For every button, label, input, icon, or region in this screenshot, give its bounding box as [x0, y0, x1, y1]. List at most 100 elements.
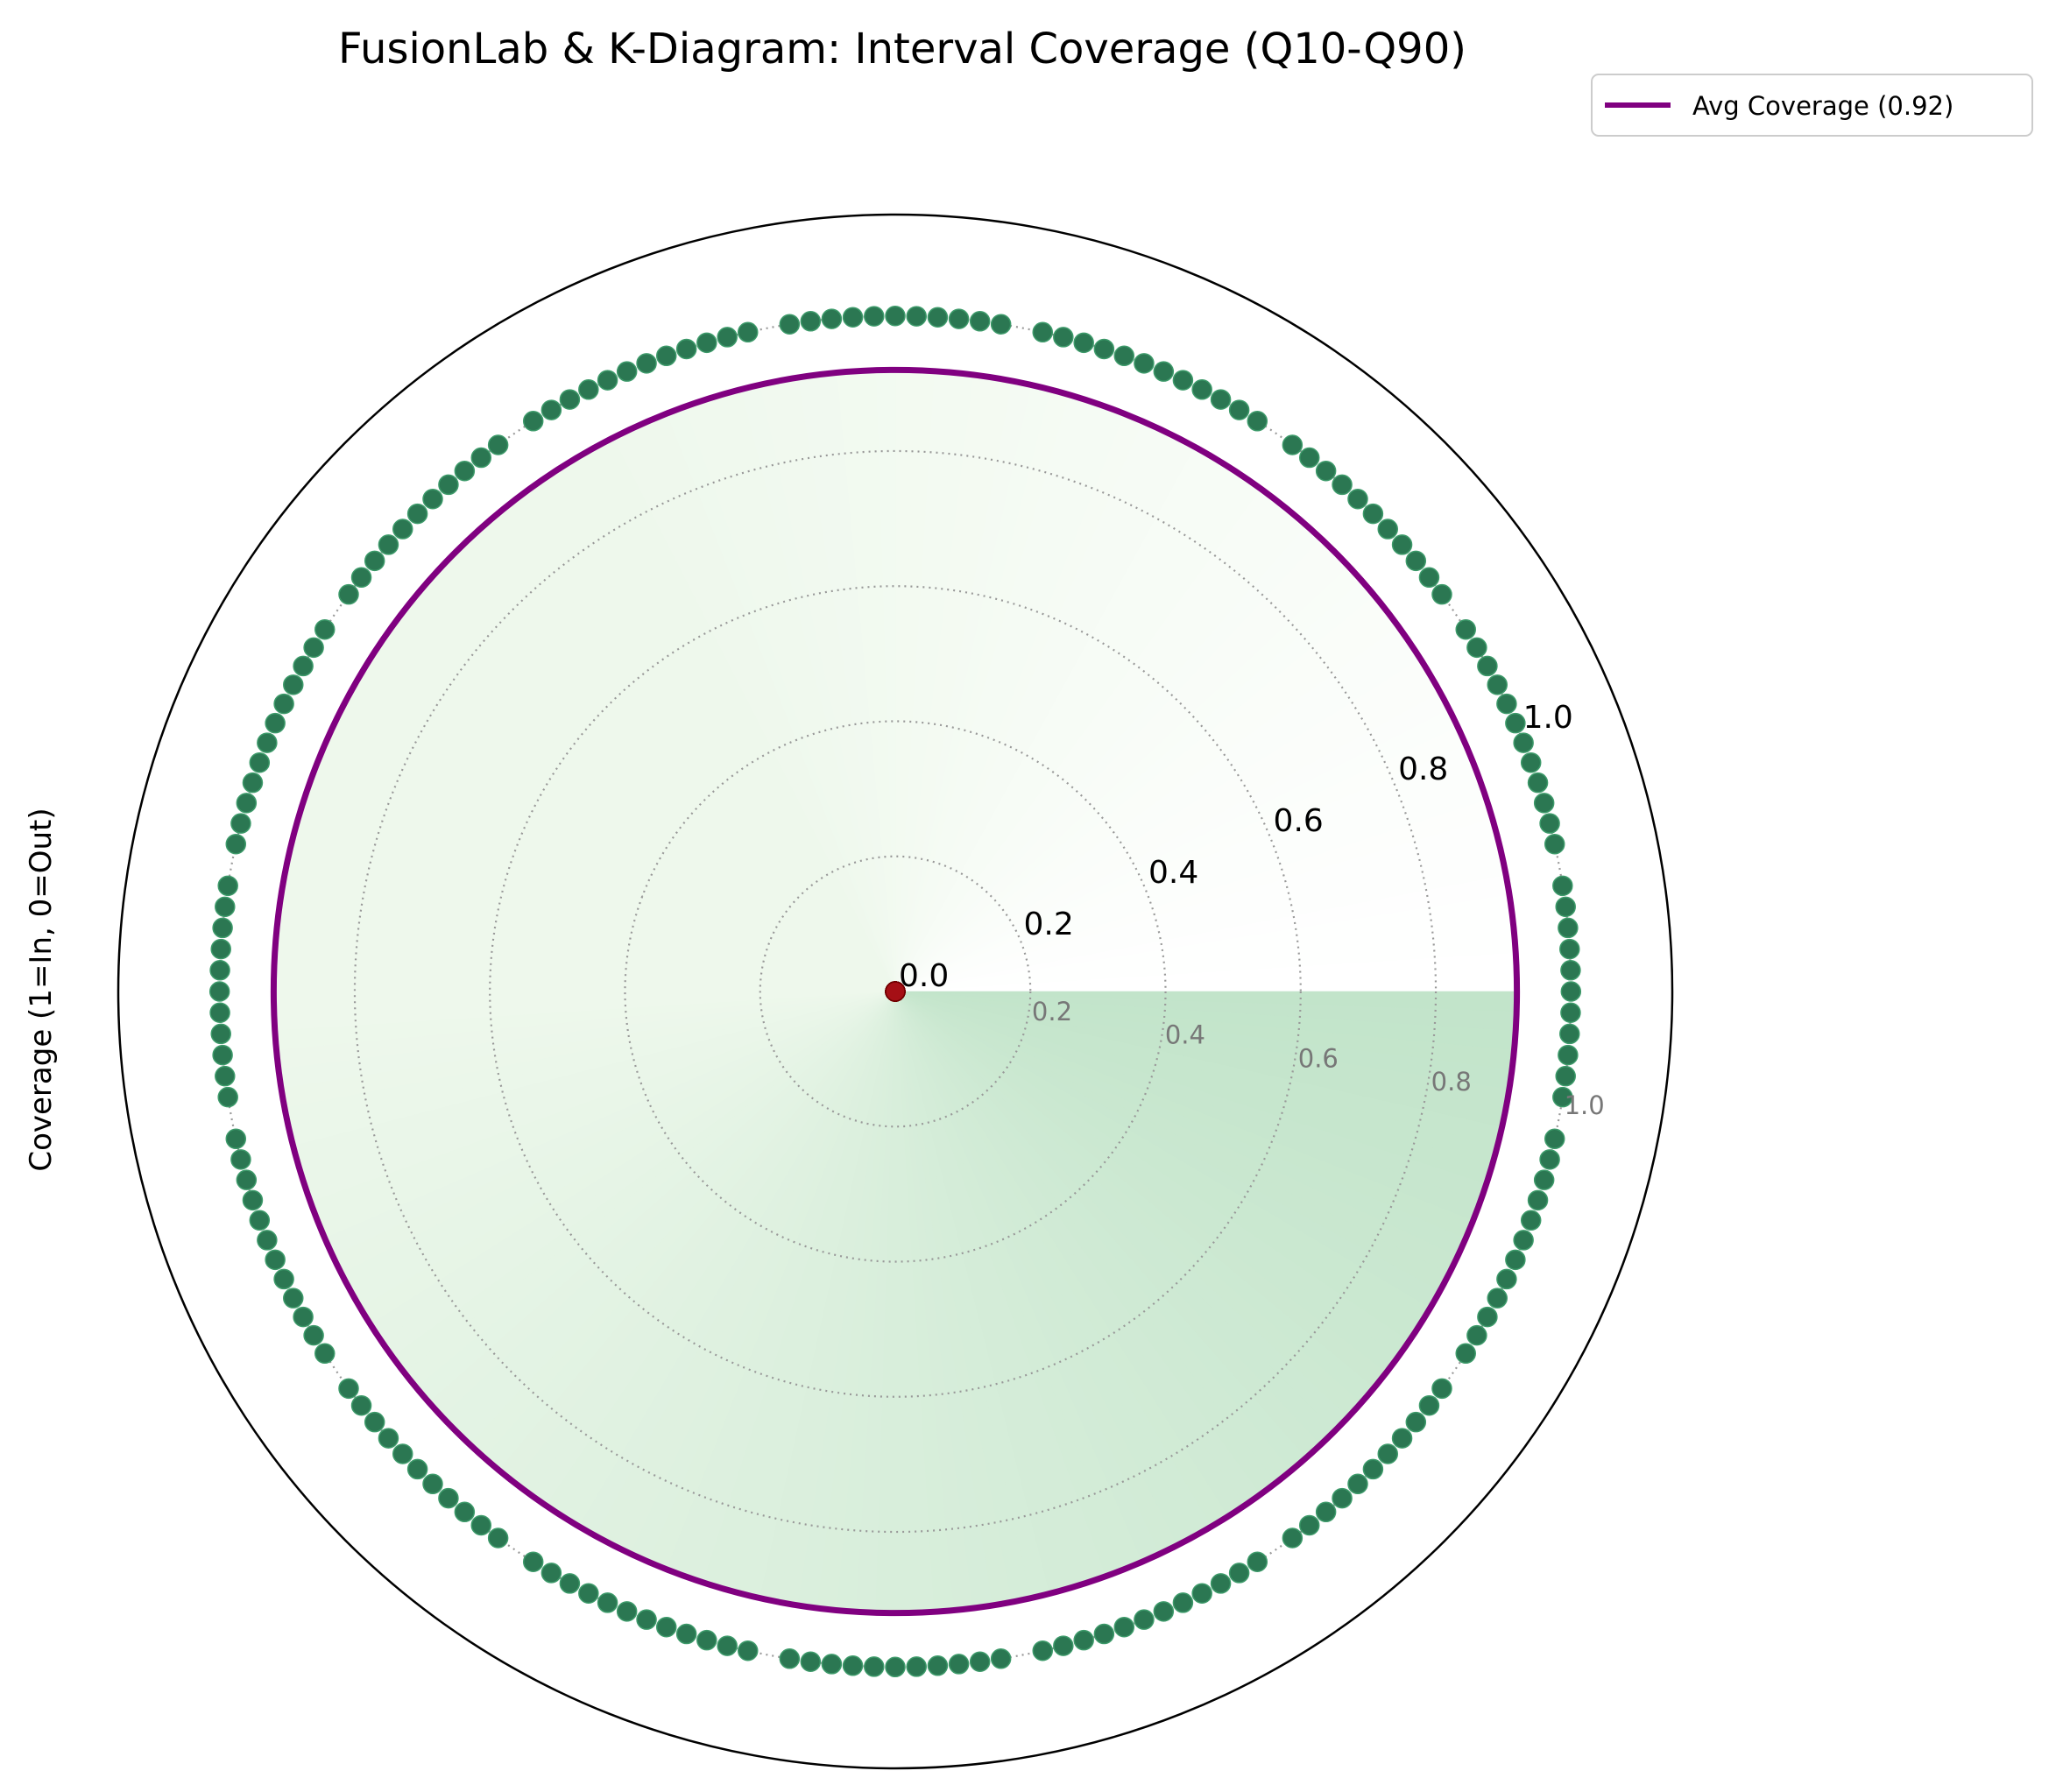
covered-point: [1315, 1501, 1337, 1523]
covered-point: [1282, 434, 1303, 455]
covered-point: [1555, 1065, 1576, 1087]
covered-point: [1315, 460, 1337, 482]
covered-point: [1362, 1458, 1384, 1480]
covered-point: [717, 327, 738, 348]
covered-point: [1533, 1169, 1555, 1190]
covered-point: [265, 1249, 286, 1271]
covered-point: [293, 655, 314, 677]
covered-point: [1053, 1635, 1074, 1656]
covered-point: [906, 306, 927, 327]
covered-point: [1487, 1288, 1508, 1309]
y-axis-label: Coverage (1=In, 0=Out): [24, 808, 59, 1171]
covered-point: [1513, 1230, 1534, 1251]
covered-point: [392, 1443, 413, 1464]
covered-point: [210, 938, 231, 960]
covered-point: [215, 1065, 236, 1087]
covered-point: [969, 311, 991, 332]
covered-point: [208, 981, 230, 1002]
covered-point: [948, 308, 970, 329]
covered-point: [1191, 379, 1212, 400]
covered-point: [265, 712, 286, 734]
covered-point: [1391, 534, 1413, 555]
covered-point: [1533, 793, 1555, 814]
covered-point: [210, 1023, 231, 1045]
covered-point: [1405, 1411, 1427, 1433]
covered-point: [800, 311, 822, 332]
covered-point: [1113, 345, 1135, 367]
covered-point: [597, 370, 618, 391]
covered-point: [303, 637, 324, 659]
covered-point: [1466, 1324, 1487, 1346]
uncovered-point: [885, 981, 906, 1002]
grid-ring: [759, 855, 1032, 1128]
covered-point: [273, 1268, 294, 1290]
covered-point: [927, 307, 949, 328]
legend: Avg Coverage (0.92): [1591, 74, 2033, 137]
covered-point: [1073, 1629, 1094, 1651]
r-tick-label-secondary: 0.4: [1165, 1020, 1205, 1050]
covered-point: [1418, 1394, 1440, 1416]
covered-point: [1513, 732, 1534, 753]
covered-point: [1527, 772, 1549, 794]
covered-point: [1032, 1640, 1054, 1661]
covered-point: [406, 503, 428, 525]
covered-point: [1113, 1616, 1135, 1638]
coverage-points: [208, 305, 1582, 1678]
covered-point: [990, 314, 1012, 335]
covered-point: [522, 1551, 544, 1572]
grid-ring: [353, 449, 1438, 1534]
covered-point: [1487, 674, 1508, 695]
covered-point: [242, 1189, 264, 1211]
covered-point: [212, 917, 233, 939]
covered-point: [273, 693, 294, 715]
covered-point: [257, 732, 278, 753]
covered-point: [1172, 370, 1194, 391]
covered-point: [283, 674, 304, 695]
covered-point: [948, 1654, 970, 1675]
covered-point: [230, 1149, 251, 1170]
r-tick-label-secondary: 1.0: [1565, 1090, 1605, 1120]
covered-point: [1520, 751, 1542, 773]
covered-point: [1153, 1601, 1175, 1622]
covered-point: [1496, 693, 1517, 715]
r-tick-label: 1.0: [1523, 700, 1573, 736]
covered-point: [438, 474, 459, 496]
covered-point: [1228, 399, 1250, 420]
covered-point: [209, 1002, 230, 1023]
covered-point: [864, 306, 885, 327]
r-tick-label: 0.6: [1274, 803, 1324, 839]
covered-point: [364, 1411, 385, 1433]
covered-point: [212, 1044, 233, 1066]
covered-point: [1172, 1592, 1194, 1613]
covered-point: [1210, 1573, 1232, 1594]
covered-point: [616, 1601, 638, 1622]
covered-point: [249, 1210, 271, 1231]
covered-point: [1477, 1306, 1498, 1328]
covered-point: [1560, 960, 1581, 981]
covered-point: [927, 1655, 949, 1676]
covered-point: [779, 314, 801, 335]
legend-frame: [1591, 74, 2033, 137]
covered-point: [885, 1656, 906, 1678]
covered-point: [1362, 503, 1384, 525]
covered-point: [1496, 1268, 1517, 1290]
covered-point: [1431, 1378, 1452, 1400]
covered-point: [1228, 1563, 1250, 1584]
r-tick-label: 0.2: [1024, 907, 1074, 942]
r-tick-labels: 0.0 0.2 0.4 0.6 0.8 1.0: [899, 700, 1573, 994]
covered-point: [438, 1487, 459, 1509]
covered-point: [303, 1324, 324, 1346]
legend-label: Avg Coverage (0.92): [1692, 91, 1953, 121]
covered-point: [470, 447, 492, 469]
covered-point: [1558, 917, 1579, 939]
covered-point: [636, 353, 657, 374]
covered-point: [842, 1655, 864, 1676]
covered-point: [1455, 1343, 1476, 1365]
covered-point: [696, 332, 717, 354]
covered-point: [1347, 488, 1368, 510]
covered-point: [364, 550, 385, 572]
covered-point: [350, 567, 372, 589]
r-tick-label-secondary: 0.6: [1298, 1043, 1339, 1073]
covered-point: [1544, 1128, 1565, 1150]
